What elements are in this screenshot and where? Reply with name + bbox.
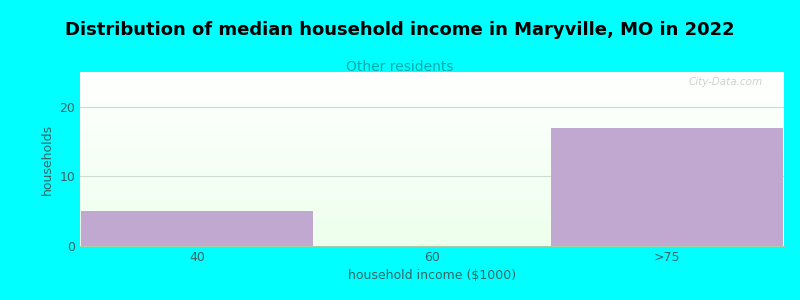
Bar	[81, 211, 314, 246]
Text: Other residents: Other residents	[346, 60, 454, 74]
Bar	[550, 128, 783, 246]
Text: City-Data.com: City-Data.com	[689, 77, 763, 87]
Text: Distribution of median household income in Maryville, MO in 2022: Distribution of median household income …	[65, 21, 735, 39]
X-axis label: household income ($1000): household income ($1000)	[348, 269, 516, 282]
Y-axis label: households: households	[41, 123, 54, 195]
